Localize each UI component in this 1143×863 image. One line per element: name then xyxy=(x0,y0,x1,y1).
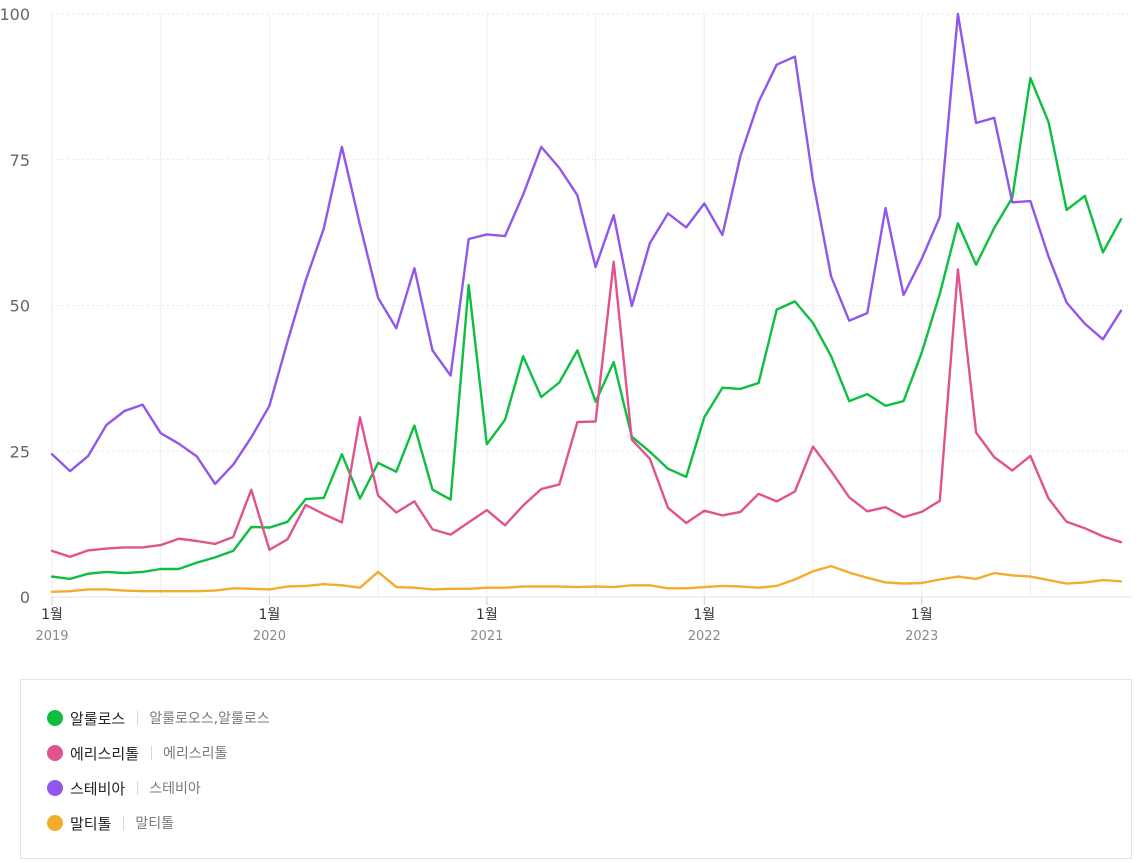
y-tick-label: 0 xyxy=(20,588,30,607)
legend-item[interactable]: 말티톨 말티톨 xyxy=(47,811,174,835)
y-tick-label: 75 xyxy=(10,151,30,170)
series-line-1 xyxy=(50,76,1123,581)
x-tick-month: 1월 xyxy=(41,607,63,623)
x-tick-month: 1월 xyxy=(476,607,498,623)
x-tick-year: 2023 xyxy=(905,629,938,644)
legend-divider xyxy=(137,711,139,725)
legend-dot-icon xyxy=(47,815,63,831)
legend-item[interactable]: 스테비아 스테비아 xyxy=(47,776,201,800)
y-tick-label: 50 xyxy=(10,297,30,316)
grid-lines xyxy=(51,13,1131,598)
y-axis-ticks: 0 25 50 75 100 xyxy=(0,5,30,607)
legend-series-name: 에리스리톨 xyxy=(70,744,140,763)
legend-search-terms: 스테비아 xyxy=(149,781,201,797)
legend-search-terms: 알룰로오스,알룰로스 xyxy=(149,711,270,727)
series-line-2 xyxy=(50,260,1123,558)
series-line-3 xyxy=(50,12,1123,486)
legend-divider xyxy=(137,781,139,795)
x-tick-month: 1월 xyxy=(911,607,933,623)
legend-series-name: 스테비아 xyxy=(70,779,126,798)
x-axis-ticks: 1월 2019 1월 2020 1월 2021 1월 2022 1월 2023 xyxy=(35,597,938,644)
x-tick-year: 2022 xyxy=(688,629,721,644)
line-chart: 0 25 50 75 100 1월 2019 1월 2020 1월 2021 1월 2022 1월 202… xyxy=(0,5,1131,644)
series-lines xyxy=(50,12,1123,593)
series-line-4 xyxy=(50,564,1123,593)
x-tick-year: 2019 xyxy=(35,629,68,644)
legend-series-name: 알룰로스 xyxy=(70,709,126,728)
legend-search-terms: 말티톨 xyxy=(135,816,175,832)
x-tick-year: 2020 xyxy=(253,629,286,644)
x-tick-month: 1월 xyxy=(259,607,281,623)
legend-series-name: 말티톨 xyxy=(70,814,112,833)
x-tick-month: 1월 xyxy=(693,607,715,623)
legend-item[interactable]: 에리스리톨 에리스리톨 xyxy=(47,741,227,765)
legend-divider xyxy=(151,746,153,760)
legend-dot-icon xyxy=(47,780,63,796)
legend-dot-icon xyxy=(47,745,63,761)
legend-item[interactable]: 알룰로스 알룰로오스,알룰로스 xyxy=(47,706,270,730)
y-tick-label: 25 xyxy=(10,442,30,461)
y-tick-label: 100 xyxy=(0,5,30,24)
x-tick-year: 2021 xyxy=(470,629,503,644)
legend-divider xyxy=(123,816,125,830)
legend-search-terms: 에리스리톨 xyxy=(163,746,228,762)
legend-dot-icon xyxy=(47,710,63,726)
